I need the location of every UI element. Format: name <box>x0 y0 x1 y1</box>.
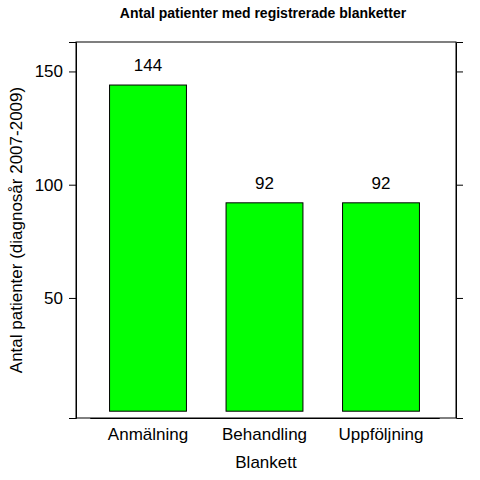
bars <box>110 85 420 411</box>
y-tick-mark <box>69 71 76 72</box>
x-tick: Uppföljning <box>338 418 423 444</box>
x-axis-title: Blankett <box>235 453 297 472</box>
x-tick-label: Behandling <box>222 425 307 444</box>
y-tick-mark-right <box>456 185 463 186</box>
bar <box>226 203 303 411</box>
x-axis: Anmälning Behandling Uppföljning <box>90 418 440 444</box>
title: Antal patienter med registrerade blanket… <box>120 5 407 21</box>
x-tick-label: Uppföljning <box>338 425 423 444</box>
data-label: 92 <box>372 174 391 193</box>
y-axis-right-line <box>457 43 464 419</box>
y-tick-mark-right <box>456 298 463 299</box>
y-tick-mark <box>69 185 76 186</box>
y-tick-mark <box>69 298 76 299</box>
bar <box>110 85 187 411</box>
plot-frame <box>76 42 456 418</box>
y-tick-right <box>456 298 463 299</box>
data-label: 144 <box>134 56 162 75</box>
y-tick: 50 <box>44 289 76 308</box>
y-tick-label: 50 <box>44 289 63 308</box>
y-tick-label: 150 <box>35 62 63 81</box>
x-tick: Behandling <box>222 418 307 444</box>
data-labels: 144 92 92 <box>134 56 391 193</box>
y-axis-title: Antal patienter (diagnosår 2007-2009) <box>7 87 26 373</box>
y-tick-right <box>456 71 463 72</box>
data-label: 92 <box>255 174 274 193</box>
y-tick-right <box>456 185 463 186</box>
y-tick-label: 100 <box>35 176 63 195</box>
chart: Antal patienter med registrerade blanket… <box>0 0 480 480</box>
y-axis-right <box>456 43 463 419</box>
y-tick-mark-right <box>456 71 463 72</box>
y-tick: 150 <box>35 62 76 81</box>
bar <box>343 203 420 411</box>
x-tick: Anmälning <box>108 418 188 444</box>
y-axis-line <box>69 43 77 419</box>
x-axis-line <box>90 418 440 419</box>
y-tick: 100 <box>35 176 76 195</box>
x-tick-label: Anmälning <box>108 425 188 444</box>
y-axis: 50 100 150 <box>35 43 77 419</box>
